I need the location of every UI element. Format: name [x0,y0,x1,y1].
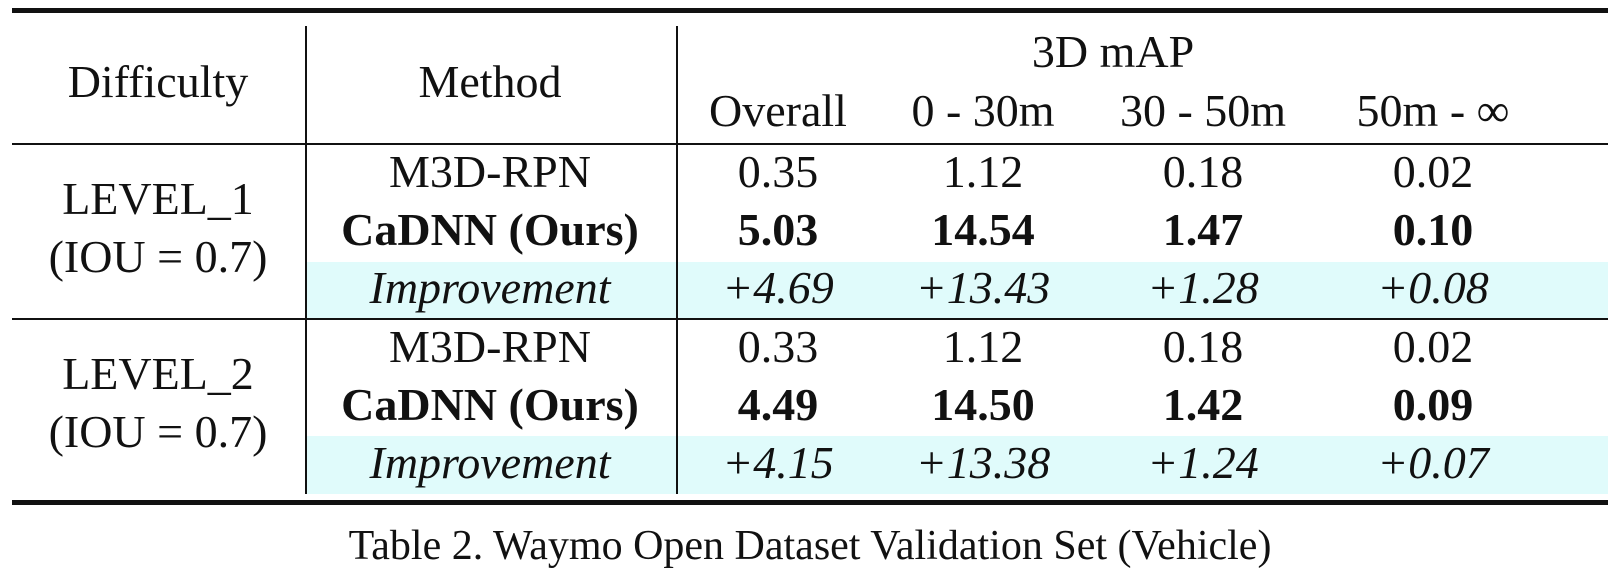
value-overall: 5.03 [737,204,819,255]
value-50m-inf: 0.09 [1392,379,1474,430]
header-0-30m: 0 - 30m [911,85,1055,136]
value-50m-inf: 0.02 [1392,146,1474,197]
difficulty-level-2: LEVEL_2 (IOU = 0.7) [49,345,268,461]
bottom-rule [12,500,1608,505]
method-name: M3D-RPN [389,321,591,372]
method-name: Improvement [369,437,611,488]
value-overall: +4.15 [722,437,834,488]
method-name: CaDNN (Ours) [341,204,639,255]
improvement-highlight [306,262,1608,320]
value-30-50m: 1.47 [1162,204,1244,255]
value-overall: 4.49 [737,379,819,430]
level-label: LEVEL_1 [62,173,254,224]
header-30-50m: 30 - 50m [1119,85,1287,136]
header-rule [12,143,1608,145]
header-overall: Overall [709,85,847,136]
top-rule [12,8,1608,13]
value-0-30m: +13.43 [915,262,1051,313]
value-0-30m: +13.38 [915,437,1051,488]
iou-label: (IOU = 0.7) [48,231,268,282]
value-30-50m: +1.24 [1147,437,1259,488]
table-caption: Table 2. Waymo Open Dataset Validation S… [348,523,1272,569]
value-50m-inf: 0.02 [1392,321,1474,372]
value-0-30m: 14.54 [931,204,1035,255]
value-50m-inf: +0.07 [1377,437,1489,488]
method-name: CaDNN (Ours) [341,379,639,430]
value-0-30m: 14.50 [931,379,1035,430]
method-name: M3D-RPN [389,146,591,197]
improvement-highlight [306,436,1608,494]
method-name: Improvement [369,262,611,313]
column-divider [676,26,678,494]
header-difficulty: Difficulty [67,56,249,107]
value-30-50m: +1.28 [1147,262,1259,313]
group-divider-rule [12,318,1608,320]
value-50m-inf: +0.08 [1377,262,1489,313]
value-30-50m: 1.42 [1162,379,1244,430]
difficulty-level-1: LEVEL_1 (IOU = 0.7) [49,170,268,286]
value-50m-inf: 0.10 [1392,204,1474,255]
value-overall: +4.69 [722,262,834,313]
column-divider [305,26,307,494]
header-50m-inf: 50m - ∞ [1356,85,1510,136]
iou-label: (IOU = 0.7) [48,406,268,457]
value-overall: 0.33 [737,321,819,372]
value-0-30m: 1.12 [942,321,1024,372]
value-30-50m: 0.18 [1162,321,1244,372]
value-overall: 0.35 [737,146,819,197]
value-0-30m: 1.12 [942,146,1024,197]
header-method: Method [418,56,562,107]
value-30-50m: 0.18 [1162,146,1244,197]
level-label: LEVEL_2 [62,348,254,399]
header-3d-map: 3D mAP [1031,26,1195,77]
